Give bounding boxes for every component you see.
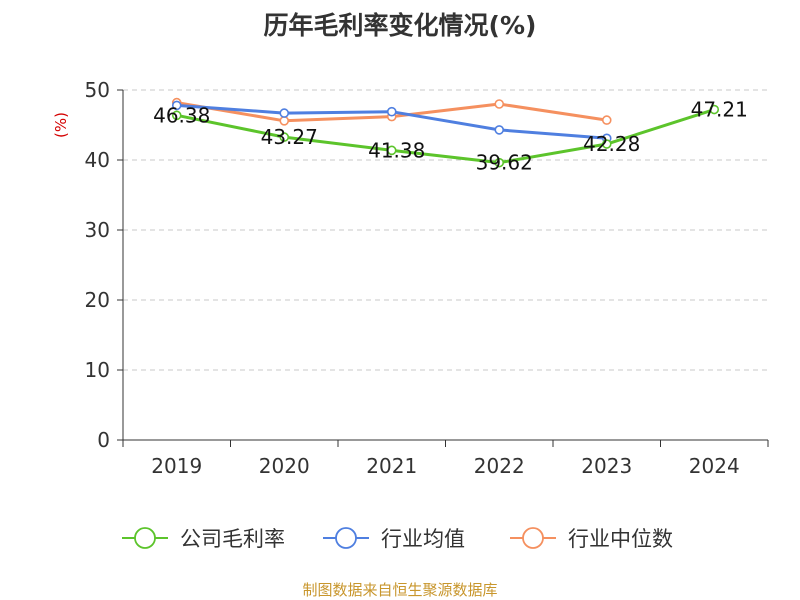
legend-item-gross_margin[interactable]: 公司毛利率	[122, 527, 285, 551]
x-tick-label: 2022	[474, 454, 525, 478]
data-labels: 46.38 43.27 41.38 39.62 42.28 47.21	[153, 98, 748, 175]
chart-title: 历年毛利率变化情况(%)	[264, 11, 537, 40]
x-tick-label: 2019	[151, 454, 202, 478]
legend-marker	[335, 527, 357, 549]
y-tick-label: 30	[85, 218, 110, 242]
data-point-gross_margin	[386, 145, 397, 156]
legend-marker	[134, 527, 156, 549]
data-label: 46.38	[153, 103, 210, 127]
legend-label: 公司毛利率	[180, 527, 285, 551]
data-label: 39.62	[476, 151, 533, 175]
legend-marker	[522, 527, 544, 549]
y-axis-unit-label: (%)	[52, 112, 70, 138]
grid-lines	[123, 89, 768, 371]
legend-label: 行业均值	[381, 527, 465, 551]
data-point-industry_avg	[279, 108, 290, 118]
data-point-industry_avg	[386, 106, 397, 117]
data-point-gross_margin	[494, 157, 505, 168]
data-label: 47.21	[691, 98, 748, 122]
data-point-industry_avg	[494, 125, 505, 135]
data-point-industry_median	[279, 116, 290, 126]
data-label: 42.28	[583, 132, 640, 156]
source-note: 制图数据来自恒生聚源数据库	[302, 581, 497, 599]
axes: 0 10 20 30 40 50 2019 2020 2021 2022 2023 2024	[85, 78, 769, 478]
series-line-gross_margin	[176, 108, 715, 165]
data-label: 43.27	[261, 125, 318, 149]
legend-item-industry_avg[interactable]: 行业均值	[323, 527, 465, 551]
legend[interactable]: 公司毛利率 行业均值 行业中位数	[122, 527, 673, 551]
x-tick-label: 2021	[366, 454, 417, 478]
data-point-industry_avg	[171, 100, 182, 111]
data-point-industry_median	[601, 115, 612, 125]
data-point-gross_margin	[171, 110, 182, 121]
data-point-gross_margin	[709, 104, 720, 115]
y-tick-label: 40	[85, 148, 110, 172]
data-label: 41.38	[368, 138, 425, 162]
data-point-industry_median	[494, 99, 505, 109]
data-point-gross_margin	[601, 139, 612, 149]
series-points	[171, 97, 720, 168]
data-point-gross_margin	[279, 132, 290, 142]
y-tick-label: 20	[85, 288, 110, 312]
x-tick-label: 2024	[689, 454, 740, 478]
legend-item-industry_median[interactable]: 行业中位数	[510, 527, 673, 551]
y-tick-label: 50	[85, 78, 110, 102]
x-tick-label: 2023	[581, 454, 632, 478]
y-tick-label: 10	[85, 358, 110, 382]
legend-label: 行业中位数	[568, 527, 673, 551]
x-tick-label: 2020	[259, 454, 310, 478]
y-tick-label: 0	[97, 428, 110, 452]
